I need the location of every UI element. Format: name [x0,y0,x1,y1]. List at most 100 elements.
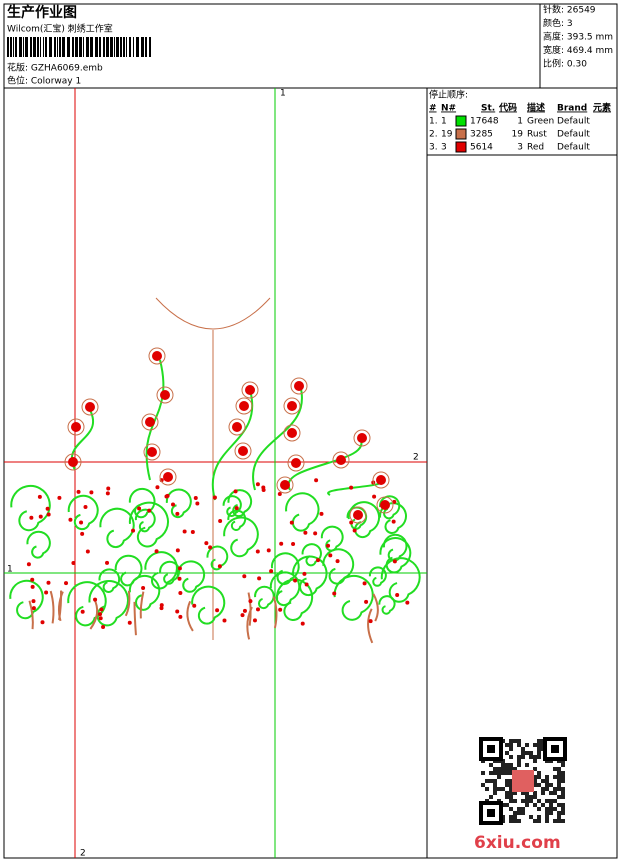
dot [155,485,160,490]
dot [215,608,220,613]
dot [30,577,35,582]
bar [149,37,151,57]
qr-cell [525,803,529,807]
qr-cell [513,767,517,771]
qr-cell [509,739,513,743]
bar [43,37,44,57]
flower-outline [159,468,177,486]
qr-cell [537,819,541,823]
dot [349,520,354,525]
root [272,596,278,629]
info-line: 宽度: 469.4 mm [543,44,613,56]
qr-cell [513,799,517,803]
dot [93,597,98,602]
dot [80,609,85,614]
qr-cell [553,791,557,795]
qr-cell [501,763,505,767]
dot [175,609,180,614]
swirl [165,488,192,519]
column-header: # [429,104,437,114]
flower [71,422,81,432]
brand: Default [557,117,590,127]
flower [336,455,346,465]
qr-cell [529,751,533,755]
needle: 19 [441,130,453,140]
code: 1 [517,117,523,127]
dot [98,612,103,617]
dot [127,620,132,625]
qr-cell [513,739,517,743]
qr-cell [533,795,537,799]
qr-cell [493,783,497,787]
qr-cell [521,755,525,759]
qr-cell [489,763,493,767]
flower-outline [290,377,308,395]
dot [175,511,180,516]
bar [33,37,36,57]
qr-cell [549,803,553,807]
qr-cell [521,799,525,803]
column-header: 描述 [527,102,545,114]
qr-cell [517,807,521,811]
dot [38,514,43,519]
qr-cell [517,739,521,743]
info-line: 比例: 0.30 [543,58,587,70]
dot [234,506,239,511]
dot [395,592,400,597]
flower [380,500,390,510]
dot [278,607,283,612]
dot [300,621,305,626]
dot [105,560,110,565]
description: Red [527,143,544,153]
qr-cell [541,787,545,791]
flower-outline [332,451,350,469]
qr-cell [517,819,521,823]
flower [291,458,301,468]
qr-cell [509,795,513,799]
dot [291,541,296,546]
qr-cell [553,799,557,803]
root [367,608,374,644]
flower-outline [349,506,367,524]
swirl [333,574,374,621]
root [28,600,34,630]
qr-cell [533,767,537,771]
dot [37,494,42,499]
qr-cell [533,775,537,779]
info-line: 针数: 26549 [543,4,596,16]
qr-cell [561,787,565,791]
qr-cell [505,751,509,755]
bar [116,37,119,57]
bar [133,37,134,57]
column-header: 元素 [593,102,611,114]
qr-cell [553,819,557,823]
dot [204,541,209,546]
flower [85,402,95,412]
flower-outline [64,453,82,471]
dot [159,603,164,608]
dot [391,519,396,524]
qr-finder-dot [487,745,495,753]
qr-cell [541,803,545,807]
dot [372,494,377,499]
dot [80,531,85,536]
dot [159,606,164,611]
dot [177,576,182,581]
qr-cell [557,819,561,823]
qr-cell [497,771,501,775]
description: Green [527,117,554,127]
dot [279,541,284,546]
qr-cell [537,815,541,819]
dot [252,618,257,623]
bar [15,37,17,57]
dot [106,486,111,491]
flower-outline [372,471,390,489]
qr-cell [493,779,497,783]
qr-cell [521,751,525,755]
bar [99,37,101,57]
dot [248,599,253,604]
bar [120,37,122,57]
flower-outline [143,443,161,461]
